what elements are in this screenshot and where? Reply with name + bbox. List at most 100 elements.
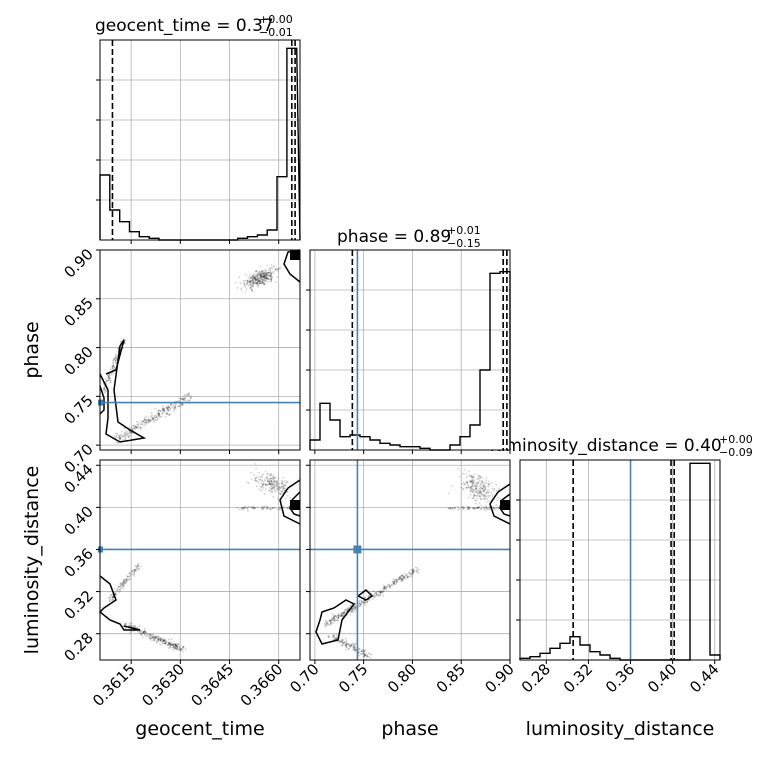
panel-luminosity-distance-vs-phase-sample-point [361,600,363,603]
panel-luminosity-distance-vs-phase-sample-point [467,486,470,489]
panel-luminosity-distance-vs-geocent-time-sample-point [136,564,139,567]
panel-luminosity-distance-vs-phase-sample-point [332,615,335,617]
panel-luminosity-distance-vs-geocent-time-sample-point [137,565,140,568]
panel-phase-vs-geocent-time-sample-point [249,276,252,279]
panel-luminosity-distance-vs-phase-sample-point [476,507,479,509]
panel-luminosity-distance-vs-geocent-time-sample-point [144,627,146,630]
panel-luminosity-distance-vs-geocent-time-sample-point [270,488,273,491]
panel-luminosity-distance-vs-geocent-time-sample-point [270,483,272,486]
panel-luminosity-distance-vs-geocent-time-sample-point [124,581,126,584]
panel-phase-vs-geocent-time-sample-point [109,379,112,382]
panel-phase-vs-geocent-time-sample-point [263,277,266,280]
panel-phase-vs-geocent-time-sample-point [119,434,122,437]
panel-luminosity-distance-vs-phase-sample-point [487,488,489,491]
panel-luminosity-distance-vs-geocent-time-sample-point [111,596,114,599]
panel-luminosity-distance-vs-phase-sample-point [484,493,486,496]
panel-luminosity-distance-vs-geocent-time-sample-point [174,646,177,649]
panel-phase-vs-geocent-time-sample-point [261,275,263,277]
panel-phase-vs-geocent-time-sample-point [270,280,273,282]
panel-luminosity-distance-vs-phase-sample-point [358,605,361,608]
panel-luminosity-distance-vs-geocent-time-sample-point [159,639,162,641]
panel-phase-vs-geocent-time-sample-point [252,283,255,286]
panel-luminosity-distance-vs-phase-sample-point [363,651,366,653]
panel-phase-vs-geocent-time-sample-point [267,275,270,277]
panel-phase-vs-geocent-time-sample-point [115,353,118,356]
panel-luminosity-distance-vs-geocent-time-sample-point [271,483,274,486]
panel-luminosity-distance-vs-geocent-time-sample-point [276,487,279,489]
panel-luminosity-distance-vs-geocent-time-sample-point [129,573,132,576]
panel-luminosity-distance-vs-phase-sample-point [341,639,344,642]
panel-luminosity-distance-vs-phase-sample-point [345,610,348,613]
panel-luminosity-distance-vs-geocent-time-sample-point [153,639,156,642]
panel-luminosity-distance-vs-geocent-time-sample-point [178,649,181,652]
panel-phase-vs-geocent-time-sample-point [249,286,252,289]
panel-luminosity-distance-vs-geocent-time-sample-point [132,571,135,573]
panel-phase-vs-geocent-time-sample-point [259,282,261,285]
panel-luminosity-distance-vs-phase-sample-point [477,482,480,484]
xtick-label-phase: 0.75 [335,660,371,696]
ylabel-phase: phase [21,321,43,378]
panel-luminosity-distance-vs-phase-sample-point [473,496,475,499]
panel-phase-vs-geocent-time-sample-point [131,432,134,435]
panel-luminosity-distance-vs-geocent-time-sample-point [268,480,271,483]
panel-luminosity-distance-vs-geocent-time-sample-point [272,490,274,493]
panel-luminosity-distance-vs-phase-contour-inner [357,589,374,601]
panel-phase-vs-geocent-time-sample-point [256,274,259,277]
panel-luminosity-distance-vs-phase-background [310,460,510,660]
panel-luminosity-distance-vs-phase-sample-point [475,489,478,492]
panel-luminosity-distance-vs-phase-sample-point [340,615,342,617]
panel-luminosity-distance-vs-geocent-time-sample-point [174,647,177,650]
panel-phase-vs-geocent-time-sample-point [174,405,177,407]
panel-luminosity-distance-vs-phase-sample-point [345,645,348,648]
panel-luminosity-distance-vs-geocent-time-sample-point [263,507,265,509]
panel-luminosity-distance-vs-phase-sample-point [413,569,416,572]
panel-luminosity-distance-vs-geocent-time-sample-point [126,575,129,577]
panel-luminosity-distance-vs-geocent-time-sample-point [283,506,286,509]
panel-phase-vs-geocent-time-sample-point [262,275,265,277]
panel-luminosity-distance-vs-phase-sample-point [470,486,472,489]
panel-phase-vs-geocent-time-sample-point [265,276,268,279]
panel-luminosity-distance-vs-phase-sample-point [463,468,466,471]
panel-luminosity-distance-vs-geocent-time-sample-point [176,645,179,648]
panel-phase-vs-geocent-time-sample-point [138,421,141,424]
panel-luminosity-distance-vs-phase-sample-point [478,476,481,479]
panel-phase-vs-geocent-time-sample-point [244,279,246,282]
panel-luminosity-distance-vs-phase-sample-point [336,619,338,622]
panel-phase-vs-geocent-time-sample-point [118,437,121,440]
panel-luminosity-distance-vs-geocent-time-sample-point [270,480,272,482]
panel-phase-vs-geocent-time-sample-point [115,357,118,360]
panel-luminosity-distance-vs-phase-sample-point [394,578,397,581]
panel-phase-vs-geocent-time-sample-point [263,278,266,281]
panel-luminosity-distance-vs-phase-sample-point [379,590,382,593]
panel-phase-vs-geocent-time-sample-point [261,279,264,282]
panel-phase-vs-geocent-time-sample-point [259,282,261,285]
panel-luminosity-distance-vs-geocent-time-sample-point [144,630,147,632]
panel-luminosity-distance-vs-geocent-time-sample-point [174,644,177,646]
panel-luminosity-distance-vs-geocent-time-sample-point [146,633,149,636]
panel-phase-vs-geocent-time-sample-point [165,413,168,415]
panel-phase-vs-geocent-time-sample-point [128,431,131,434]
panel-luminosity-distance-vs-phase-sample-point [492,489,495,492]
panel-luminosity-distance-vs-phase-sample-point [403,576,405,579]
panel-luminosity-distance-vs-geocent-time-sample-point [114,593,117,596]
panel-luminosity-distance-vs-phase-sample-point [479,484,481,486]
panel-luminosity-distance-vs-phase-sample-point [400,574,403,577]
panel-luminosity-distance-vs-phase-sample-point [393,583,395,585]
panel-phase-vs-geocent-time-sample-point [135,427,137,429]
panel-phase-vs-geocent-time-sample-point [254,277,256,280]
panel-luminosity-distance-vs-phase-sample-point [350,643,353,646]
panel-phase-vs-geocent-time-sample-point [108,373,111,376]
panel-phase-vs-geocent-time-sample-point [141,420,144,423]
panel-luminosity-distance-vs-phase-sample-point [478,494,481,497]
panel-luminosity-distance-vs-geocent-time-sample-point [259,476,262,478]
panel-luminosity-distance-vs-geocent-time-sample-point [176,645,178,648]
panel-luminosity-distance-vs-geocent-time-sample-point [154,635,157,638]
panel-luminosity-distance-vs-phase-sample-point [457,508,459,511]
panel-phase-vs-geocent-time-sample-point [263,276,266,279]
panel-luminosity-distance-vs-geocent-time-sample-point [270,485,273,488]
panel-luminosity-distance-vs-phase-sample-point [468,474,471,477]
panel-luminosity-distance-vs-phase-sample-point [488,506,490,508]
panel-phase-vs-geocent-time-sample-point [160,410,163,412]
panel-phase-vs-geocent-time-sample-point [132,425,135,427]
panel-luminosity-distance-vs-geocent-time-sample-point [272,487,274,489]
